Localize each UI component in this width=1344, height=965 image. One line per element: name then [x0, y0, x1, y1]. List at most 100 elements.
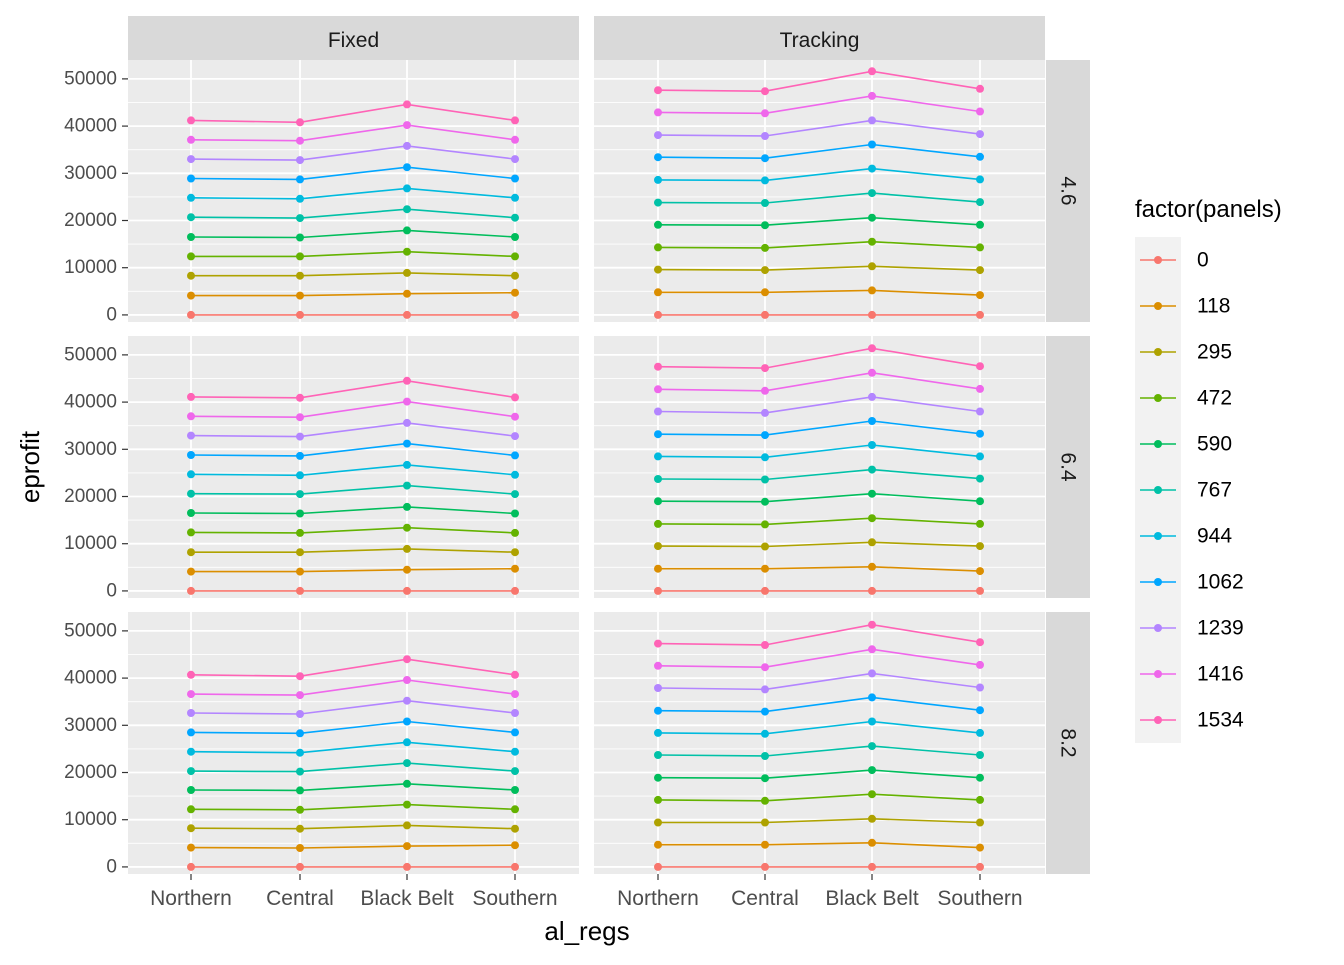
data-point	[868, 417, 876, 425]
legend-key-point	[1154, 302, 1162, 310]
data-point	[511, 528, 519, 537]
data-point	[511, 155, 519, 164]
legend-entry-590: 590	[1140, 433, 1232, 456]
data-point	[403, 655, 411, 664]
data-point	[654, 362, 662, 371]
panel-background	[594, 60, 1045, 322]
data-point	[296, 214, 304, 223]
series-line	[190, 699, 516, 715]
data-point	[654, 795, 662, 804]
data-point	[511, 393, 519, 402]
series-line	[190, 679, 516, 696]
data-point	[976, 243, 984, 252]
data-point	[511, 767, 519, 776]
series-line	[657, 672, 981, 691]
data-point	[403, 586, 411, 595]
data-point	[403, 439, 411, 448]
data-point	[403, 418, 411, 427]
series-line	[190, 124, 516, 142]
data-point	[761, 87, 769, 96]
data-point	[761, 408, 769, 417]
data-point	[403, 779, 411, 788]
legend-label: 118	[1197, 295, 1230, 318]
data-point	[654, 862, 662, 871]
series-line	[190, 166, 516, 181]
data-point	[511, 412, 519, 421]
data-point	[511, 862, 519, 871]
series-1416	[187, 397, 519, 422]
data-point	[403, 376, 411, 385]
data-point	[187, 728, 195, 737]
data-point	[296, 824, 304, 833]
data-point	[511, 824, 519, 833]
series-590	[187, 502, 519, 518]
data-point	[187, 567, 195, 576]
data-point	[187, 310, 195, 319]
data-point	[296, 548, 304, 557]
series-line	[657, 192, 981, 204]
data-point	[976, 291, 984, 300]
legend-label: 472	[1197, 387, 1232, 410]
series-line	[190, 400, 516, 419]
data-point	[976, 384, 984, 393]
series-line	[190, 484, 516, 495]
data-point	[187, 193, 195, 202]
data-point	[403, 759, 411, 768]
data-point	[654, 475, 662, 483]
y-tick-label: 0	[106, 856, 117, 877]
data-point	[761, 752, 769, 760]
data-point	[403, 800, 411, 809]
data-point	[976, 660, 984, 669]
y-axis-title: eprofit	[15, 430, 45, 503]
data-point	[403, 226, 411, 235]
data-point	[403, 268, 411, 277]
data-point	[654, 840, 662, 849]
data-point	[976, 452, 984, 461]
facet-strip-label: 4.6	[1057, 176, 1080, 205]
panel-fixed-6-4	[128, 336, 579, 598]
series-0	[187, 586, 519, 595]
series-1239	[187, 141, 519, 165]
series-472	[187, 800, 519, 814]
data-point	[868, 538, 876, 547]
series-line	[657, 240, 981, 249]
data-point	[761, 663, 769, 672]
series-line	[657, 492, 981, 503]
series-line	[190, 379, 516, 399]
data-point	[868, 392, 876, 401]
series-line	[190, 824, 516, 830]
data-point	[403, 481, 411, 490]
y-tick-label: 10000	[64, 257, 117, 278]
series-line	[190, 506, 516, 515]
y-tick-label: 0	[106, 304, 117, 325]
series-118	[187, 841, 519, 852]
data-point	[511, 233, 519, 241]
y-tick-label: 30000	[64, 163, 117, 184]
data-point	[187, 135, 195, 144]
data-point	[511, 470, 519, 479]
series-1239	[654, 669, 984, 694]
data-point	[296, 509, 304, 518]
series-118	[187, 564, 519, 576]
series-line	[657, 793, 981, 802]
series-line	[657, 216, 981, 227]
x-tick-label: Black Belt	[825, 887, 919, 910]
series-118	[654, 838, 984, 852]
series-1239	[654, 116, 984, 140]
series-1534	[187, 100, 519, 127]
panel-background	[128, 60, 579, 322]
legend-entry-1416: 1416	[1140, 663, 1244, 686]
data-point	[511, 271, 519, 280]
legend-entry-0: 0	[1140, 249, 1209, 272]
series-line	[657, 119, 981, 137]
data-point	[761, 475, 769, 484]
data-point	[511, 709, 519, 717]
data-point	[511, 193, 519, 202]
data-point	[868, 814, 876, 823]
series-1416	[654, 91, 984, 118]
series-line	[657, 517, 981, 526]
data-point	[976, 862, 984, 871]
data-point	[761, 796, 769, 805]
data-point	[761, 586, 769, 595]
